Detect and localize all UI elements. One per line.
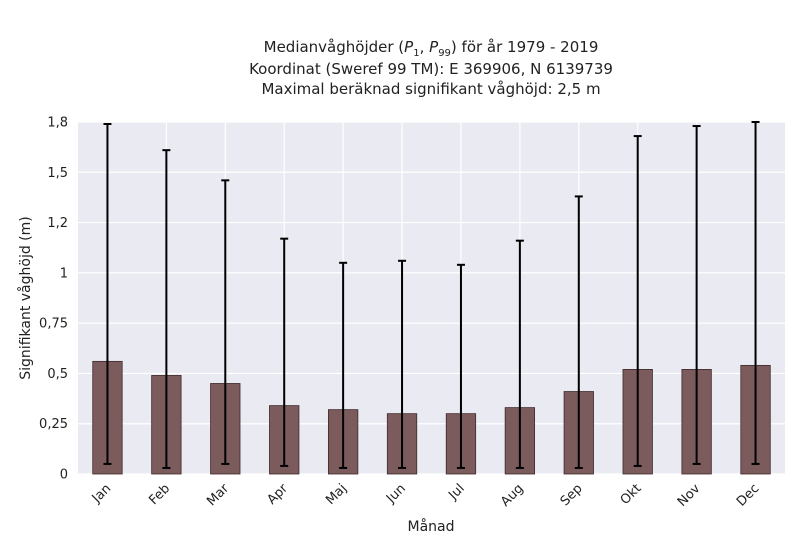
y-tick-label-1: 0,25	[39, 417, 68, 432]
x-axis-ticks: Jan Feb Mar Apr Maj Jun Jul Aug Sep Okt Nov Dec	[89, 481, 763, 510]
y-axis-ticks: 0 0,25 0,5 0,75 1 1,2 1,5 1,8	[39, 116, 68, 483]
error-bar-aug	[515, 239, 524, 469]
error-bar-mar	[221, 179, 230, 465]
y-tick-label-4: 1	[60, 266, 68, 281]
x-tick-label-aug: Aug	[498, 481, 527, 510]
error-bar-maj	[339, 261, 348, 469]
error-bar-jun	[398, 259, 407, 469]
y-axis-label: Signifikant våghöjd (m)	[17, 216, 34, 379]
y-tick-label-3: 0,75	[39, 317, 68, 332]
y-tick-label-0: 0	[60, 468, 68, 483]
error-bar-sep	[574, 195, 583, 469]
error-bar-okt	[633, 135, 642, 467]
x-tick-label-apr: Apr	[265, 481, 292, 508]
error-bar-jan	[103, 123, 112, 465]
y-tick-label-7: 1,8	[47, 116, 68, 131]
x-tick-label-maj: Maj	[323, 481, 350, 508]
error-bar-feb	[162, 149, 171, 469]
chart-title-line-1: Medianvåghöjder (P1, P99) för år 1979 - …	[264, 38, 599, 59]
x-tick-label-okt: Okt	[618, 481, 645, 508]
x-tick-label-sep: Sep	[558, 481, 586, 509]
plot-area	[78, 122, 785, 474]
x-axis-label: Månad	[408, 518, 455, 535]
error-bar-dec	[751, 121, 760, 465]
x-tick-label-jan: Jan	[89, 481, 114, 506]
x-tick-label-nov: Nov	[675, 481, 704, 510]
error-bar-apr	[280, 237, 289, 467]
y-tick-label-2: 0,5	[47, 367, 68, 382]
error-bars	[103, 121, 760, 469]
x-tick-label-jul: Jul	[445, 481, 467, 503]
chart-title: Medianvåghöjder (P1, P99) för år 1979 - …	[249, 38, 613, 98]
x-tick-label-dec: Dec	[734, 481, 762, 509]
x-tick-label-feb: Feb	[146, 481, 173, 508]
chart-title-line-3: Maximal beräknad signifikant våghöjd: 2,…	[261, 80, 600, 98]
x-tick-label-jun: Jun	[383, 481, 409, 507]
y-tick-label-5: 1,2	[47, 216, 68, 231]
chart-title-line-2: Koordinat (Sweref 99 TM): E 369906, N 61…	[249, 60, 613, 78]
x-tick-label-mar: Mar	[204, 481, 232, 509]
y-tick-label-6: 1,5	[47, 166, 68, 181]
error-bar-jul	[456, 263, 465, 469]
error-bar-nov	[692, 125, 701, 465]
